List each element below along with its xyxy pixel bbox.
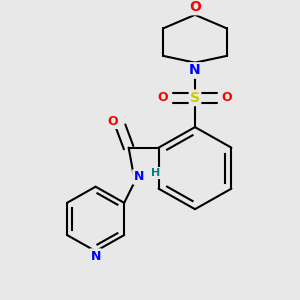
- Text: S: S: [190, 91, 200, 105]
- Text: N: N: [189, 64, 201, 77]
- Text: O: O: [222, 91, 232, 104]
- Text: H: H: [151, 168, 160, 178]
- Text: O: O: [158, 91, 168, 104]
- Text: N: N: [90, 250, 101, 262]
- Text: N: N: [134, 170, 144, 183]
- Text: O: O: [189, 0, 201, 14]
- Text: O: O: [107, 115, 118, 128]
